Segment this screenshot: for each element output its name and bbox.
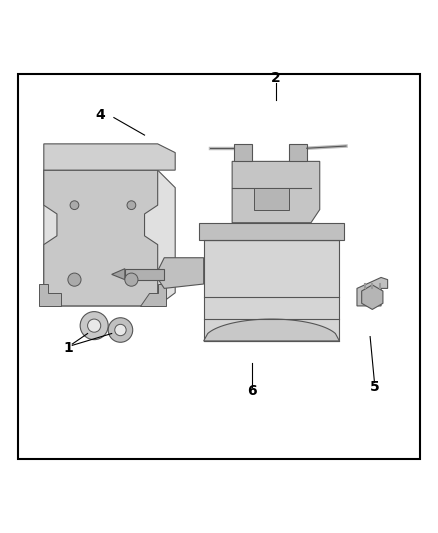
Polygon shape: [44, 144, 175, 170]
Circle shape: [80, 312, 108, 340]
Polygon shape: [362, 285, 383, 310]
Polygon shape: [39, 284, 61, 306]
Polygon shape: [155, 258, 204, 288]
Polygon shape: [199, 223, 344, 240]
Polygon shape: [112, 269, 125, 280]
Polygon shape: [140, 284, 166, 306]
Circle shape: [108, 318, 133, 342]
Circle shape: [125, 273, 138, 286]
Polygon shape: [204, 319, 339, 341]
Polygon shape: [254, 188, 289, 209]
Text: 4: 4: [96, 108, 106, 123]
Circle shape: [70, 201, 79, 209]
Bar: [234, 144, 252, 161]
Text: 6: 6: [247, 384, 257, 398]
Polygon shape: [204, 240, 339, 341]
Circle shape: [68, 273, 81, 286]
Text: 2: 2: [271, 71, 281, 85]
Polygon shape: [44, 170, 175, 306]
Circle shape: [127, 201, 136, 209]
Text: 5: 5: [370, 380, 379, 394]
Circle shape: [88, 319, 101, 332]
Polygon shape: [44, 170, 158, 306]
Text: 1: 1: [63, 341, 73, 354]
Polygon shape: [232, 161, 320, 223]
Polygon shape: [357, 278, 388, 306]
Circle shape: [115, 324, 126, 336]
Bar: [18, 74, 420, 459]
Bar: [289, 144, 307, 161]
Polygon shape: [125, 269, 164, 280]
